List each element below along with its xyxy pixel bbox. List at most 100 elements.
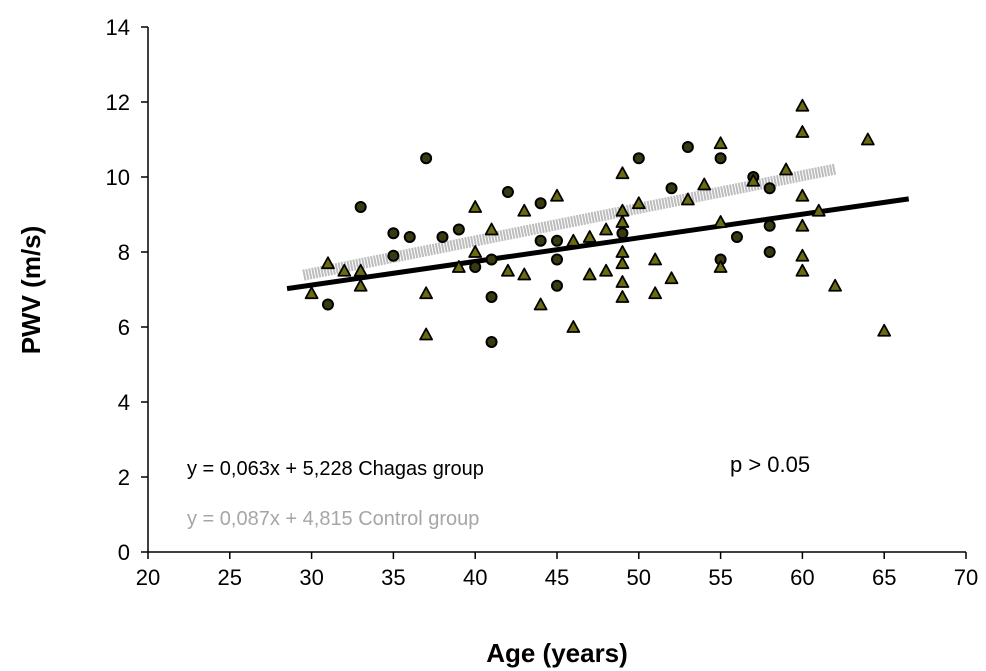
triangle-point (321, 256, 335, 270)
chagas-trendline (286, 196, 910, 292)
p-value-label: p > 0.05 (730, 452, 810, 477)
triangle-point (501, 263, 515, 277)
circle-point (387, 227, 400, 240)
triangle-point (795, 218, 810, 232)
circle-point (616, 227, 629, 240)
triangle-point (713, 136, 728, 150)
triangle-point (615, 215, 630, 228)
circle-point (403, 231, 416, 243)
triangle-point (533, 297, 548, 311)
triangle-point (680, 192, 695, 206)
circle-point (763, 182, 776, 195)
triangle-point (664, 271, 679, 285)
circle-point (469, 261, 482, 273)
triangle-point (811, 203, 826, 217)
circle-point (452, 223, 465, 236)
triangle-point (648, 252, 663, 266)
triangle-point (353, 278, 368, 292)
triangle-point (468, 245, 483, 258)
x-tick-label: 30 (299, 565, 323, 590)
triangle-point (353, 263, 368, 277)
circle-point (420, 152, 433, 165)
x-tick-label: 70 (954, 565, 978, 590)
triangle-point (419, 286, 434, 300)
circle-point (632, 152, 645, 165)
triangle-point (648, 286, 663, 300)
triangle-point (566, 320, 581, 333)
triangle-point (631, 196, 646, 210)
circle-point (681, 141, 694, 153)
circle-point (485, 336, 498, 348)
x-tick-label: 50 (627, 565, 651, 590)
data-points (304, 98, 892, 348)
triangle-point (795, 248, 810, 262)
triangle-point (615, 290, 630, 303)
triangle-point (697, 177, 712, 191)
triangle-point (746, 173, 761, 187)
triangle-point (599, 222, 613, 236)
triangle-point (582, 267, 597, 281)
triangle-point (713, 260, 728, 273)
y-tick-label: 10 (106, 165, 130, 190)
triangle-point (795, 98, 810, 112)
x-tick-label: 40 (463, 565, 487, 590)
circle-point (321, 298, 334, 311)
circle-point (534, 234, 547, 247)
chagas-equation: y = 0,063x + 5,228 Chagas group (187, 458, 484, 480)
y-tick-label: 12 (106, 90, 130, 115)
x-tick-label: 25 (218, 565, 242, 590)
triangle-point (795, 125, 810, 138)
circle-point (665, 182, 678, 195)
y-tick-label: 14 (106, 15, 130, 40)
y-tick-label: 0 (118, 540, 130, 565)
circle-point (763, 219, 776, 232)
circle-point (551, 279, 563, 292)
x-tick-label: 60 (790, 565, 814, 590)
x-tick-label: 35 (381, 565, 405, 590)
triangle-point (550, 188, 564, 202)
circle-point (534, 197, 547, 210)
x-axis-title: Age (years) (486, 638, 628, 668)
triangle-point (451, 260, 466, 273)
circle-point (763, 246, 776, 258)
triangle-point (517, 267, 532, 281)
y-tick-label: 8 (118, 240, 130, 265)
y-axis-title: PWV (m/s) (16, 226, 46, 355)
triangle-point (795, 263, 810, 277)
triangle-point (468, 200, 483, 213)
triangle-point (517, 203, 532, 217)
circle-point (501, 186, 514, 198)
circle-point (551, 253, 563, 266)
triangle-point (337, 263, 352, 277)
circle-point (551, 234, 563, 247)
triangle-point (615, 256, 630, 270)
y-tick-label: 2 (118, 465, 130, 490)
triangle-point (599, 263, 613, 277)
triangle-point (713, 215, 728, 228)
triangle-point (615, 166, 630, 180)
circle-point (485, 253, 498, 266)
triangle-point (304, 286, 319, 300)
x-tick-label: 65 (872, 565, 896, 590)
ticks (141, 26, 967, 559)
trendlines (286, 163, 910, 292)
y-tick-label: 4 (118, 390, 130, 415)
triangle-point (615, 245, 630, 258)
control-equation: y = 0,087x + 4,815 Control group (187, 508, 479, 530)
triangle-point (877, 323, 892, 337)
tick-labels: 20 25 30 35 40 45 50 55 60 65 70 0 2 4 6 8 10 12 14 (106, 15, 979, 590)
circle-point (354, 201, 367, 213)
circle-point (387, 249, 400, 262)
x-tick-label: 20 (136, 565, 160, 590)
circle-point (485, 291, 498, 303)
triangle-point (828, 278, 843, 292)
circle-point (436, 231, 449, 243)
triangle-point (582, 230, 597, 243)
circle-point (714, 152, 727, 165)
triangle-point (419, 327, 434, 341)
circle-point (730, 231, 743, 243)
triangle-point (484, 222, 499, 236)
y-tick-label: 6 (118, 315, 130, 340)
x-tick-label: 55 (708, 565, 732, 590)
